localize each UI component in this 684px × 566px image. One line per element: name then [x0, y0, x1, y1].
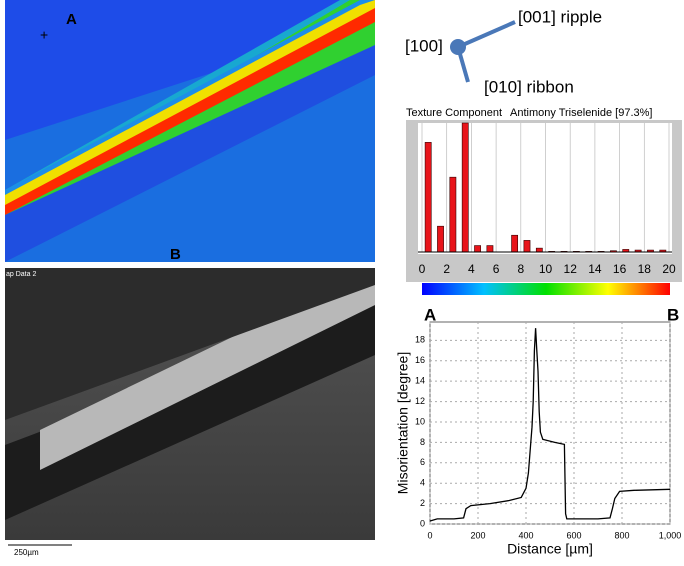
- band-contrast-map: [5, 268, 375, 540]
- x-tick-label: 12: [564, 262, 578, 276]
- x-tick-label: 14: [588, 262, 602, 276]
- x-tick-label: 10: [539, 262, 553, 276]
- bar: [474, 245, 481, 253]
- x-tick-label: 2: [443, 262, 450, 276]
- axis-label: [001] ripple: [518, 7, 602, 26]
- y-tick-label: 12: [415, 396, 425, 406]
- y-tick-label: 16: [415, 355, 425, 365]
- axis-label: [010] ribbon: [484, 77, 574, 96]
- x-tick-label: 0: [419, 262, 426, 276]
- plot-area: [429, 321, 671, 525]
- x-tick-label: 4: [468, 262, 475, 276]
- y-axis-title: Misorientation [degree]: [395, 352, 411, 494]
- y-tick-label: 6: [420, 457, 425, 467]
- x-tick-label: 16: [613, 262, 627, 276]
- y-tick-label: 2: [420, 498, 425, 508]
- x-tick-label: 20: [662, 262, 676, 276]
- x-axis-title: Distance [µm]: [507, 541, 593, 557]
- y-tick-label: 4: [420, 478, 425, 488]
- chart-title: Antimony Triselenide [97.3%]: [510, 107, 652, 119]
- y-tick-label: 10: [415, 416, 425, 426]
- bar: [437, 225, 444, 253]
- line: [429, 328, 671, 522]
- point-label: A: [66, 11, 77, 28]
- x-tick-label: 1,000: [659, 530, 682, 540]
- image-caption: ap Data 2: [6, 271, 36, 278]
- x-tick-label: 400: [518, 530, 533, 540]
- marker: +: [40, 27, 48, 43]
- chart-label: Texture Component: [406, 107, 502, 119]
- plot-area: [418, 123, 672, 254]
- x-tick-label: 0: [427, 530, 432, 540]
- bar: [535, 247, 543, 253]
- bar: [424, 142, 432, 253]
- x-tick-label: 6: [493, 262, 500, 276]
- axis-label: [100]: [405, 36, 443, 55]
- x-tick-label: 18: [638, 262, 652, 276]
- point-label: B: [170, 246, 181, 263]
- x-tick-label: 200: [470, 530, 485, 540]
- bar: [523, 240, 531, 253]
- y-tick-label: 18: [415, 335, 425, 345]
- y-tick-label: 8: [420, 437, 425, 447]
- x-tick-label: 600: [566, 530, 581, 540]
- bar: [449, 176, 457, 253]
- scale-label: 250µm: [14, 548, 39, 557]
- point-label: B: [667, 305, 679, 324]
- point-label: A: [424, 305, 436, 324]
- bar: [486, 245, 494, 253]
- color-bar: [422, 283, 670, 295]
- bar: [511, 234, 519, 253]
- x-tick-label: 800: [614, 530, 629, 540]
- bar: [461, 122, 469, 253]
- orientation-diagram: [450, 20, 516, 83]
- y-tick-label: 0: [420, 518, 425, 528]
- orientation-map: +: [5, 0, 375, 262]
- x-tick-label: 8: [517, 262, 524, 276]
- y-tick-label: 14: [415, 376, 425, 386]
